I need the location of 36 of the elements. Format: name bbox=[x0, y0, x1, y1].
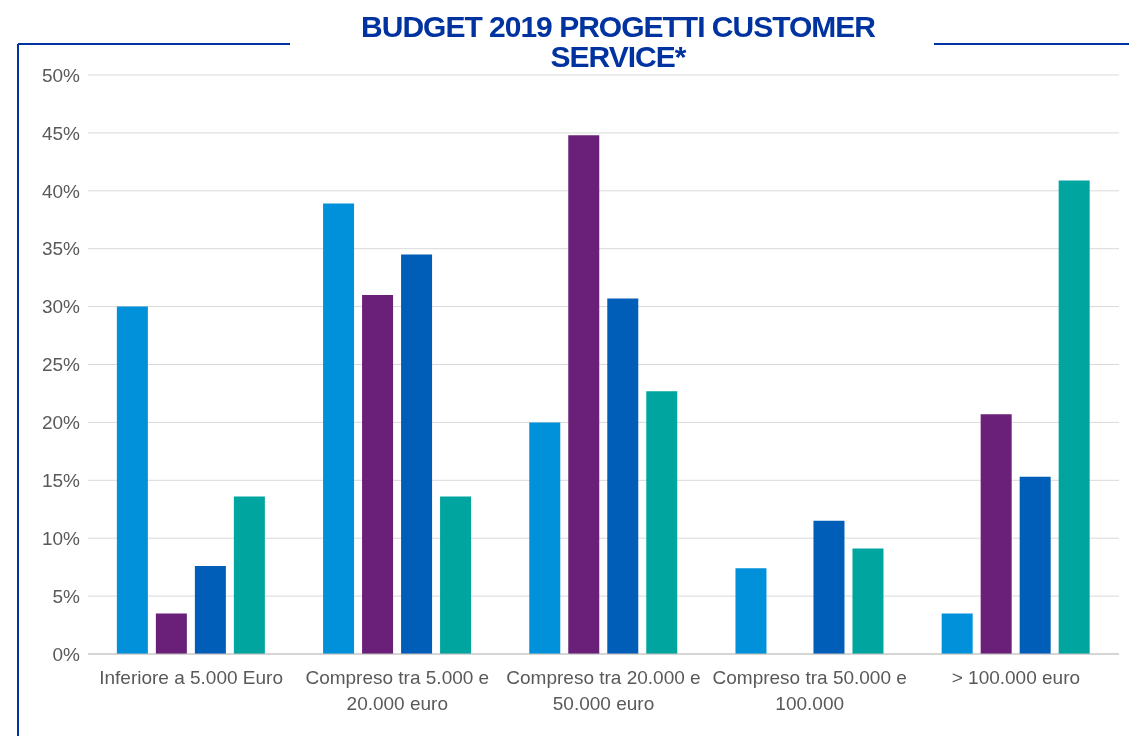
x-tick-label: Compreso tra 5.000 e 20.000 euro bbox=[305, 667, 490, 714]
y-tick-label: 5% bbox=[52, 585, 81, 607]
bar bbox=[529, 422, 561, 654]
bar bbox=[852, 548, 884, 654]
bar bbox=[646, 391, 678, 654]
bar bbox=[440, 496, 472, 654]
bar bbox=[362, 295, 394, 654]
bar bbox=[980, 414, 1012, 654]
bar bbox=[323, 203, 355, 654]
bar bbox=[233, 496, 265, 654]
x-tick-label: Compreso tra 50.000 e 100.000 bbox=[712, 667, 907, 714]
y-tick-label: 15% bbox=[41, 470, 81, 492]
bar bbox=[194, 565, 226, 654]
x-tick-label: Compreso tra 20.000 e 50.000 euro bbox=[506, 667, 701, 714]
bar bbox=[401, 254, 433, 654]
bar bbox=[116, 306, 148, 654]
y-tick-label: 35% bbox=[41, 238, 81, 260]
bar bbox=[735, 568, 767, 654]
chart-title: BUDGET 2019 PROGETTI CUSTOMER SERVICE* bbox=[360, 10, 876, 73]
y-tick-label: 45% bbox=[41, 122, 81, 144]
bar bbox=[813, 520, 845, 654]
bar bbox=[607, 298, 639, 654]
bar bbox=[1058, 180, 1090, 654]
x-tick-label: > 100.000 euro bbox=[951, 667, 1081, 688]
y-tick-label: 40% bbox=[41, 180, 81, 202]
x-tick-label: Inferiore a 5.000 Euro bbox=[99, 667, 283, 688]
y-tick-label: 0% bbox=[52, 643, 81, 665]
bar bbox=[941, 613, 973, 654]
y-tick-label: 50% bbox=[41, 64, 81, 86]
y-tick-label: 30% bbox=[41, 296, 81, 318]
y-tick-label: 10% bbox=[41, 527, 81, 549]
bar bbox=[1019, 476, 1051, 654]
y-tick-label: 25% bbox=[41, 354, 81, 376]
bar bbox=[155, 613, 187, 654]
y-tick-label: 20% bbox=[41, 412, 81, 434]
bar bbox=[568, 135, 600, 654]
